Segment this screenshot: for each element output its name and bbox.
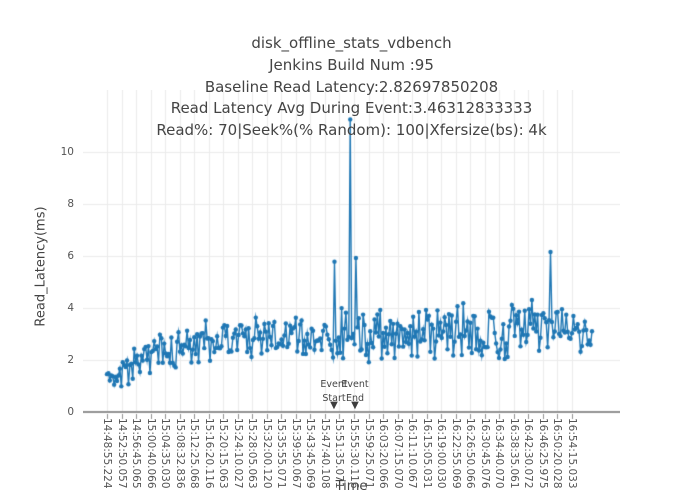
- x-tick-label: 16:22:55.069: [449, 418, 462, 489]
- y-tick-label: 10: [60, 145, 74, 158]
- x-tick-label: 15:59:25.071: [362, 418, 375, 489]
- chart-title-line-1: disk_offline_stats_vdbench: [251, 34, 452, 52]
- plot-canvas[interactable]: [83, 90, 620, 425]
- x-tick-label: 16:26:50.066: [464, 418, 477, 489]
- x-tick-label: 15:32:00.120: [260, 418, 273, 489]
- x-tick-label: 16:46:25.975: [536, 418, 549, 489]
- chart-title-line-4: Read Latency Avg During Event:3.46312833…: [170, 99, 533, 118]
- x-tick-label: 16:30:45.076: [478, 418, 491, 489]
- x-tick-label: 15:28:05.063: [246, 418, 259, 489]
- x-tick-label: 15:08:32.836: [173, 418, 186, 489]
- x-tick-label: 16:34:40.070: [493, 418, 506, 489]
- x-tick-label: 15:55:30.116: [348, 418, 361, 489]
- x-tick-label: 15:00:40.066: [144, 418, 157, 489]
- x-tick-label: 16:15:05.031: [420, 418, 433, 489]
- x-tick-label: 16:50:20.028: [551, 418, 564, 489]
- chart-title: disk_offline_stats_vdbench Jenkins Build…: [83, 33, 620, 142]
- x-tick-label: 15:24:10.027: [231, 418, 244, 489]
- event-annotation-arrow-icon: ▼: [351, 400, 359, 411]
- x-tick-label: 16:38:35.061: [507, 418, 520, 489]
- x-tick-label: 16:03:20.066: [377, 418, 390, 489]
- y-tick-label: 0: [67, 406, 74, 418]
- x-tick-label: 14:56:45.065: [130, 418, 143, 489]
- x-axis-title: Time: [335, 479, 368, 494]
- event-annotation-arrow-icon: ▼: [330, 400, 338, 411]
- chart-title-line-3: Baseline Read Latency:2.82697850208: [204, 77, 499, 96]
- x-tick-label: 15:04:35.030: [159, 418, 172, 489]
- x-tick-label: 16:19:00.030: [435, 418, 448, 489]
- x-tick-label: 16:11:10.067: [406, 418, 419, 489]
- chart-title-line-5: Read%: 70|Seek%(% Random): 100|Xfersize(…: [156, 121, 547, 139]
- x-tick-label: 14:52:50.057: [115, 418, 128, 489]
- x-tick-label: 16:42:30.072: [522, 418, 535, 489]
- y-tick-label: 2: [67, 353, 74, 366]
- x-tick-label: 15:51:35.071: [333, 418, 346, 489]
- x-tick-label: 16:54:15.033: [565, 418, 578, 489]
- y-tick-label: 6: [67, 249, 74, 262]
- y-tick-label: 4: [67, 301, 74, 314]
- x-tick-label: 15:43:45.069: [304, 418, 317, 489]
- x-tick-label: 16:07:15.070: [391, 418, 404, 489]
- x-tick-label: 15:12:25.068: [188, 418, 201, 489]
- chart-title-line-2: Jenkins Build Num :95: [269, 55, 434, 74]
- x-tick-label: 15:35:55.071: [275, 418, 288, 489]
- x-tick-label: 15:39:50.067: [289, 418, 302, 489]
- event-annotation-label-end: Event End: [341, 379, 369, 404]
- x-tick-label: 15:16:20.116: [202, 418, 215, 489]
- x-tick-label: 15:20:15.063: [217, 418, 230, 489]
- x-tick-label: 14:48:55.224: [101, 418, 113, 489]
- y-tick-label: 8: [67, 197, 74, 210]
- event-annotation-label-start: Event Start: [320, 379, 348, 404]
- x-tick-label: 15:47:40.108: [318, 418, 331, 489]
